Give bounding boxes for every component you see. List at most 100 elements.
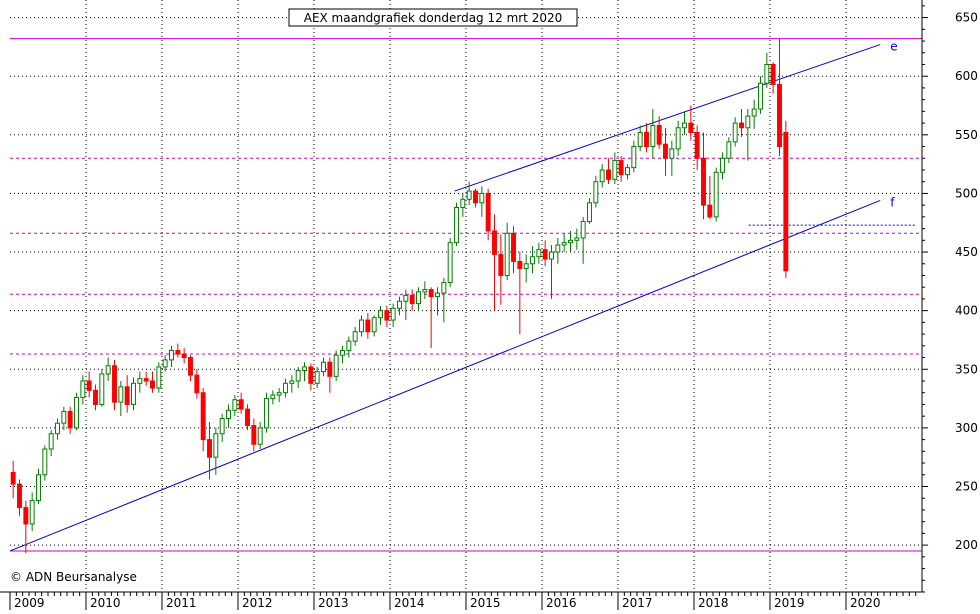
candle-body-down (777, 83, 782, 148)
y-tick-label: 650 (955, 11, 978, 25)
candle (454, 202, 459, 247)
candle (770, 62, 776, 94)
candle (593, 175, 599, 208)
candle (200, 388, 206, 452)
candle (764, 52, 770, 88)
candle-body-down (10, 471, 16, 485)
candle (105, 357, 111, 381)
candle (625, 164, 630, 180)
candle-body-up (713, 171, 719, 218)
candle (238, 392, 244, 414)
candle (732, 117, 738, 147)
candle (504, 222, 510, 281)
x-tick-label: 2019 (774, 596, 805, 610)
candle-body-down (150, 380, 155, 389)
candle-body-down (175, 350, 181, 355)
grid-layer (10, 0, 922, 592)
candle-body-down (644, 131, 649, 148)
trendline-label-e: e (890, 40, 897, 54)
candle-body-up (416, 291, 421, 305)
candle-body-down (485, 192, 491, 232)
candle-body-up (720, 157, 725, 173)
candle (390, 303, 396, 328)
candle-body-up (302, 366, 307, 371)
candle-body-down (124, 386, 130, 405)
candle-body-down (770, 63, 776, 85)
candle (549, 245, 554, 299)
candle-body-up (156, 366, 162, 389)
candle (340, 345, 345, 364)
candle (42, 445, 48, 481)
candle-body-up (99, 373, 105, 405)
candle-body-down (308, 366, 314, 384)
candle (751, 99, 757, 129)
candle-body-down (707, 204, 713, 218)
candle (777, 38, 782, 156)
candle-body-up (162, 359, 168, 368)
candle (644, 123, 649, 153)
candle (270, 390, 276, 405)
candle-body-up (105, 365, 111, 375)
candle-body-up (295, 369, 301, 382)
candle-body-up (530, 256, 535, 265)
candle (283, 378, 288, 398)
candle (264, 392, 269, 433)
candle (36, 468, 41, 505)
candle (694, 125, 700, 170)
candle (232, 395, 238, 417)
candle (555, 237, 561, 264)
candle-body-up (758, 82, 763, 110)
candle-body-down (93, 389, 98, 405)
candle-body-up (580, 221, 586, 239)
candle (295, 366, 301, 389)
candle-body-up (403, 294, 409, 302)
candle (80, 375, 86, 405)
candle (17, 479, 22, 516)
candle-body-down (17, 483, 22, 509)
candle (308, 363, 314, 391)
candle-body-down (517, 260, 523, 269)
candle (112, 359, 117, 411)
candle-body-up (80, 380, 86, 398)
candle-body-up (359, 319, 364, 333)
candle (23, 500, 29, 554)
x-tick-label: 2018 (698, 596, 729, 610)
candle-body-up (333, 354, 339, 377)
candle-body-up (504, 232, 510, 276)
candle (663, 127, 668, 176)
candle (162, 355, 168, 372)
candle (188, 355, 193, 381)
trendline-e (454, 44, 881, 192)
candle-body-down (739, 122, 744, 129)
candle-body-up (321, 361, 326, 373)
candle-body-up (561, 242, 567, 246)
candle-body-up (42, 448, 48, 476)
candle-body-down (656, 124, 662, 145)
candle (86, 371, 92, 398)
horizontal-levels-layer (10, 38, 922, 552)
candle-body-up (118, 386, 124, 403)
candle-body-up (650, 124, 656, 148)
candle-body-up (625, 167, 630, 176)
candle (213, 427, 219, 475)
candle-body-down (112, 365, 117, 403)
candle (682, 111, 687, 135)
candle-body-up (587, 202, 592, 223)
candle-body-up (219, 418, 225, 435)
candle (542, 240, 548, 267)
candle (289, 375, 295, 393)
candle (10, 460, 16, 499)
candle (371, 315, 377, 337)
candle-body-down (492, 230, 497, 255)
candle (466, 181, 472, 206)
candle-body-up (61, 410, 67, 424)
candle-body-down (188, 357, 193, 376)
candle (321, 357, 326, 377)
candle (523, 254, 529, 283)
trendline-label-f: f (890, 195, 895, 209)
candle (447, 237, 453, 288)
candle (156, 362, 162, 393)
candle (251, 418, 257, 452)
